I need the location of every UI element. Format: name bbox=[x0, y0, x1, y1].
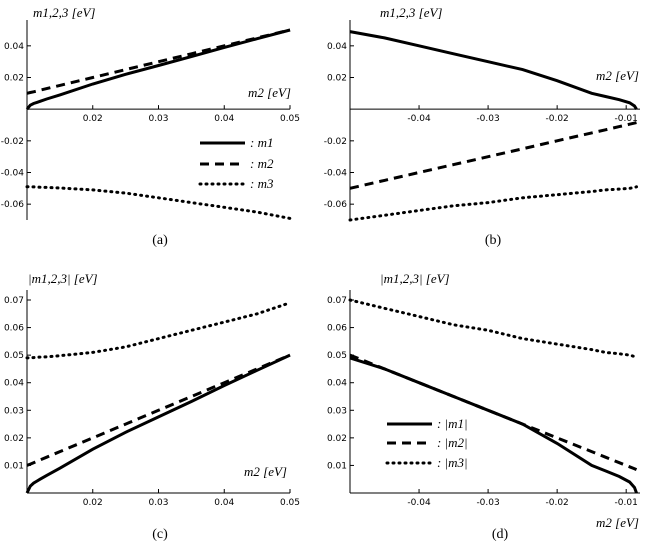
panel-a-y-tick-label: 0.04 bbox=[4, 42, 24, 52]
legend-ab: : m1 : m2 : m3 bbox=[198, 135, 274, 191]
panel-c-y-tick-label: 0.05 bbox=[4, 351, 24, 361]
legend-m3-label: : m3 bbox=[250, 176, 274, 191]
panel-a: 0.02 0.03 0.04 0.05-0.06-0.04-0.020.020.04 … bbox=[1, 5, 300, 248]
legend-abs-m3-label: : |m3| bbox=[437, 455, 468, 470]
panel-b-x-tick-label: -0.02 bbox=[545, 114, 568, 124]
panel-c-ylabel: |m1,2,3| [eV] bbox=[28, 271, 98, 286]
panel-c-x-tick-label: 0.03 bbox=[148, 498, 168, 508]
panel-a-xlabel: m2 [eV] bbox=[248, 85, 291, 100]
panel-c-y-tick-label: 0.04 bbox=[4, 379, 24, 389]
panel-a-y-tick-label: -0.02 bbox=[1, 137, 24, 147]
panel-d-y-tick-label: 0.06 bbox=[327, 324, 347, 334]
panel-a-series-m1 bbox=[25, 28, 291, 111]
panel-d-y-tick-label: 0.05 bbox=[327, 351, 347, 361]
panel-d-y-tick-label: 0.07 bbox=[327, 296, 347, 306]
panel-a-series-m3 bbox=[25, 185, 292, 220]
panel-d-x-tick-label: -0.01 bbox=[615, 498, 638, 508]
panel-a-series-m2 bbox=[26, 28, 291, 95]
panel-b-x-tick-label: -0.04 bbox=[407, 114, 431, 124]
panel-c-caption: (c) bbox=[152, 527, 168, 542]
panel-a-y-tick-label: -0.04 bbox=[1, 169, 25, 179]
panel-a-x-tick-label: 0.05 bbox=[280, 114, 300, 124]
panel-c-series-abs-m2abs- bbox=[26, 353, 291, 467]
panel-a-ylabel: m1,2,3 [eV] bbox=[33, 5, 95, 20]
panel-c-y-tick-label: 0.07 bbox=[4, 296, 24, 306]
panel-d: -0.04 -0.03 -0.02 -0.01 0.01 0.02 0.03 0.04 0.05… bbox=[327, 271, 640, 542]
panel-b-series-m1 bbox=[349, 30, 638, 110]
panel-d-y-tick-label: 0.02 bbox=[327, 434, 347, 444]
panel-b-series-m2 bbox=[349, 121, 637, 190]
panel-d-series-abs-m2abs- bbox=[349, 353, 638, 471]
panel-b-y-tick-label: -0.06 bbox=[324, 200, 348, 210]
panel-d-xlabel: m2 [eV] bbox=[596, 515, 639, 530]
panel-c-y-tick-label: 0.06 bbox=[4, 324, 24, 334]
panel-c-y-tick-label: 0.03 bbox=[4, 406, 24, 416]
panel-d-series-abs-m1abs- bbox=[349, 356, 638, 494]
panel-c-y-tick-label: 0.02 bbox=[4, 434, 24, 444]
panel-d-x-tick-label: -0.04 bbox=[407, 498, 431, 508]
panel-b-x-tick-label: -0.01 bbox=[615, 114, 638, 124]
panel-c: 0.02 0.03 0.04 0.05 0.01 0.02 0.03 0.04 0.05 0.06… bbox=[4, 271, 300, 542]
panel-d-ylabel: |m1,2,3| [eV] bbox=[380, 271, 450, 286]
panel-d-y-tick-label: 0.01 bbox=[327, 461, 347, 471]
panel-b-y-tick-label: 0.02 bbox=[327, 74, 347, 84]
panel-c-xlabel: m2 [eV] bbox=[244, 464, 287, 479]
panel-b-caption: (b) bbox=[485, 233, 502, 248]
panel-a-x-tick-label: 0.03 bbox=[148, 114, 168, 124]
legend-m1-label: : m1 bbox=[250, 135, 273, 150]
panel-b: -0.04 -0.03 -0.02 -0.01 -0.06 -0.04 -0.02 0.02 0… bbox=[324, 5, 640, 248]
panel-b-y-tick-label: -0.04 bbox=[324, 169, 348, 179]
panel-b-xlabel: m2 [eV] bbox=[596, 68, 639, 83]
panel-a-y-tick-label: 0.02 bbox=[4, 74, 24, 84]
panel-c-x-tick-label: 0.05 bbox=[280, 498, 300, 508]
panel-d-series-abs-m3abs- bbox=[348, 298, 638, 360]
panel-c-x-tick-label: 0.04 bbox=[214, 498, 234, 508]
panel-a-y-tick-label: -0.06 bbox=[1, 200, 25, 210]
panel-b-series-m3 bbox=[348, 185, 638, 222]
panel-b-x-tick-label: -0.03 bbox=[476, 114, 499, 124]
panel-d-x-tick-label: -0.02 bbox=[545, 498, 568, 508]
panel-a-caption: (a) bbox=[152, 233, 168, 248]
panel-b-y-tick-label: 0.04 bbox=[327, 42, 347, 52]
panel-d-x-tick-label: -0.03 bbox=[476, 498, 499, 508]
panel-d-y-tick-label: 0.03 bbox=[327, 406, 347, 416]
panel-c-series-abs-m1abs- bbox=[25, 353, 291, 494]
panel-b-y-tick-label: -0.02 bbox=[324, 137, 347, 147]
panel-a-x-tick-label: 0.02 bbox=[83, 114, 103, 124]
panel-c-y-tick-label: 0.01 bbox=[4, 461, 24, 471]
legend-abs-m2-label: : |m2| bbox=[437, 435, 468, 450]
panel-d-y-tick-label: 0.04 bbox=[327, 379, 347, 389]
panel-c-series-abs-m3abs- bbox=[25, 301, 292, 360]
legend-abs-m1-label: : |m1| bbox=[437, 416, 468, 431]
panel-c-x-tick-label: 0.02 bbox=[83, 498, 103, 508]
panel-b-ylabel: m1,2,3 [eV] bbox=[380, 5, 442, 20]
legend-cd: : |m1| : |m2| : |m3| bbox=[385, 416, 468, 470]
panel-a-x-tick-label: 0.04 bbox=[214, 114, 234, 124]
legend-m2-label: : m2 bbox=[250, 156, 274, 171]
panel-d-caption: (d) bbox=[492, 527, 509, 542]
